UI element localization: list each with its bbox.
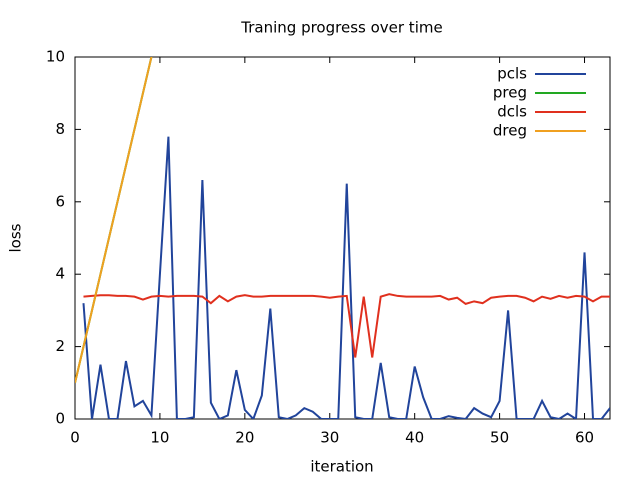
y-tick-label: 2 <box>55 337 65 355</box>
x-tick-label: 50 <box>490 429 509 447</box>
x-tick-label: 20 <box>235 429 254 447</box>
y-tick-label: 6 <box>55 192 65 210</box>
series-line <box>82 136 610 419</box>
series-line <box>83 293 610 358</box>
legend-label: dreg <box>493 122 527 140</box>
x-tick-label: 60 <box>575 429 594 447</box>
x-tick-label: 40 <box>405 429 424 447</box>
series-line <box>75 57 153 384</box>
y-tick-label: 0 <box>55 410 65 428</box>
y-tick-label: 8 <box>55 120 65 138</box>
y-tick-label: 4 <box>55 265 65 283</box>
plot-frame <box>74 56 611 420</box>
x-tick-label: 0 <box>70 429 80 447</box>
legend-label: pcls <box>497 65 527 83</box>
x-axis-label: iteration <box>310 458 373 476</box>
chart-title: Traning progress over time <box>240 19 442 37</box>
x-tick-label: 30 <box>320 429 339 447</box>
legend-label: dcls <box>497 103 527 121</box>
y-axis-label: loss <box>7 223 25 252</box>
y-tick-label: 10 <box>46 48 65 66</box>
x-tick-label: 10 <box>150 429 169 447</box>
legend-label: preg <box>493 84 527 102</box>
